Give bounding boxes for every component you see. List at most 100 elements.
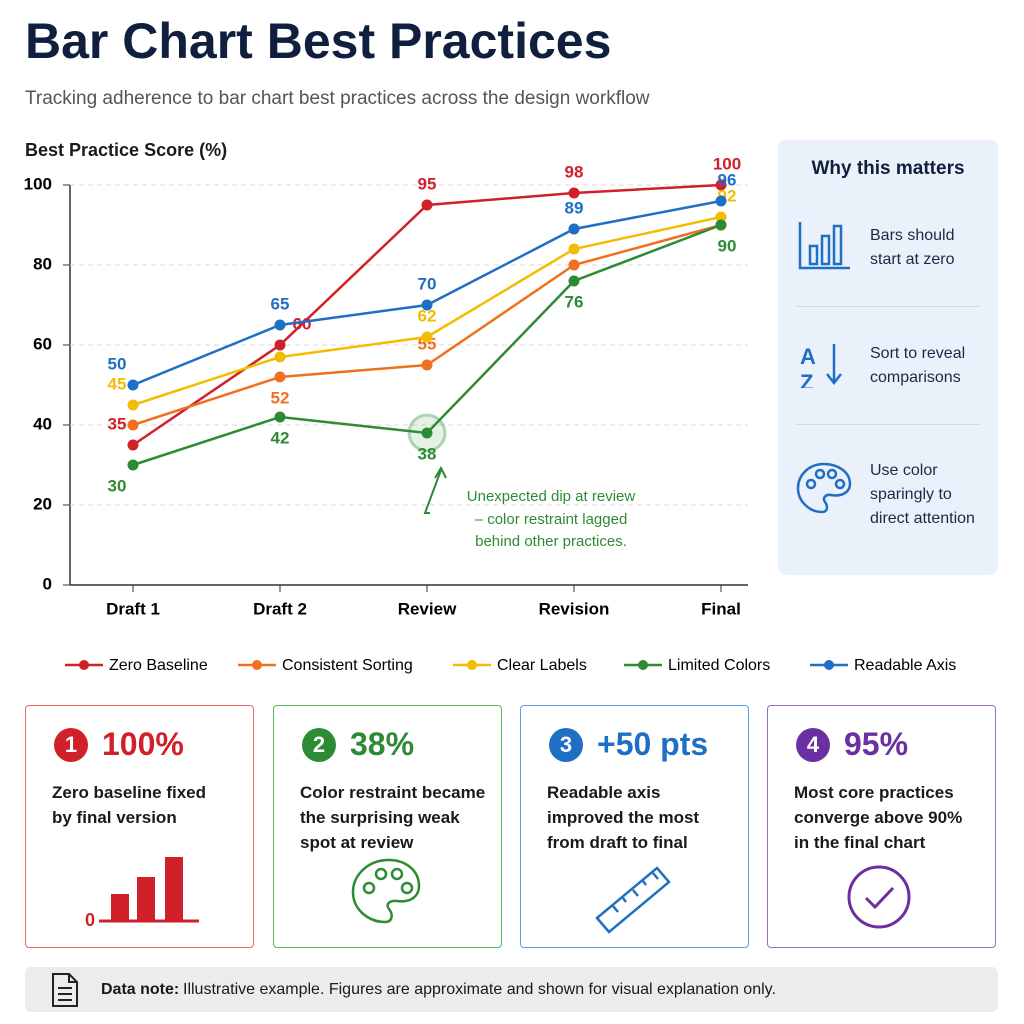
svg-text:Z: Z: [800, 370, 813, 388]
legend-label: Readable Axis: [854, 657, 956, 674]
footer-label: Data note:: [101, 981, 180, 998]
data-point: [421, 299, 433, 311]
data-point: [568, 259, 580, 271]
y-tick-label: 0: [43, 574, 52, 593]
data-label: 98: [565, 162, 584, 181]
panel-item: Sort to reveal comparisons: [870, 342, 965, 390]
data-point: [127, 399, 139, 411]
title: Bar Chart Best Practices: [25, 13, 611, 69]
panel-title: Why this matters: [811, 158, 965, 179]
data-point: [127, 439, 139, 451]
chart: Bar Chart Best Practices Tracking adhere…: [24, 13, 957, 674]
card: 2 38% Color restraint became the surprisi…: [273, 705, 502, 948]
check-icon: [847, 865, 911, 929]
data-point: [715, 179, 727, 191]
text: Readable axis: [547, 783, 661, 802]
data-label: 52: [271, 388, 290, 407]
text: Most core practices: [794, 783, 954, 802]
text: direct attention: [870, 510, 975, 527]
data-label: 30: [108, 476, 127, 495]
x-tick-label: Draft 2: [253, 599, 307, 618]
data-label: 65: [271, 294, 290, 313]
data-point: [127, 379, 139, 391]
text: by final version: [52, 808, 177, 827]
data-label: 50: [108, 354, 127, 373]
legend-label: Limited Colors: [668, 657, 770, 674]
palette-icon: [351, 858, 421, 924]
text: 4: [796, 728, 830, 762]
legend-marker: [824, 660, 834, 670]
data-label: 90: [718, 236, 737, 255]
text: 95%: [844, 726, 909, 762]
ruler-icon: [595, 866, 671, 934]
text: 100%: [102, 726, 184, 762]
data-label: 76: [565, 292, 584, 311]
text: from draft to final: [547, 833, 688, 852]
text: 0: [85, 910, 95, 930]
text: 3: [549, 728, 583, 762]
legend-label: Consistent Sorting: [282, 657, 413, 674]
data-label: 35: [108, 414, 127, 433]
data-point: [568, 187, 580, 199]
text: Use color: [870, 462, 938, 479]
data-label: 95: [418, 174, 437, 193]
subtitle: Tracking adherence to bar chart best pra…: [25, 88, 650, 109]
data-label: 96: [718, 170, 737, 189]
data-point: [421, 427, 433, 439]
text: Color restraint became: [300, 783, 486, 802]
data-point: [274, 411, 286, 423]
data-label: 60: [293, 314, 312, 333]
data-label: 100: [713, 154, 741, 173]
data-label: 42: [271, 428, 290, 447]
data-point: [715, 211, 727, 223]
data-point: [568, 275, 580, 287]
text: spot at review: [300, 833, 414, 852]
text: in the final chart: [794, 833, 926, 852]
x-tick-label: Draft 1: [106, 599, 160, 618]
legend-marker: [467, 660, 477, 670]
text: comparisons: [870, 369, 961, 386]
data-point: [274, 319, 286, 331]
data-point: [274, 339, 286, 351]
data-label: 38: [418, 444, 437, 463]
annotation-arrow: [423, 465, 447, 514]
legend-marker: [252, 660, 262, 670]
text: Zero baseline fixed: [52, 783, 206, 802]
data-point: [274, 351, 286, 363]
text: +50 pts: [597, 726, 709, 762]
data-label: 62: [418, 306, 437, 325]
legend-label: Zero Baseline: [109, 657, 208, 674]
card: 4 95% Most core practices converge above …: [767, 705, 996, 948]
text: sparingly to: [870, 486, 952, 503]
annotation: Unexpected dip at review: [467, 488, 636, 505]
data-point: [421, 359, 433, 371]
annotation: behind other practices.: [475, 533, 627, 550]
bar-icon: [798, 222, 850, 270]
palette-icon: [796, 462, 852, 514]
panel-item: Use color sparingly to direct attention: [870, 459, 975, 531]
text: 1: [54, 728, 88, 762]
text: improved the most: [547, 808, 700, 827]
legend-label: Clear Labels: [497, 657, 587, 674]
text: Bars should: [870, 227, 955, 244]
text: start at zero: [870, 251, 955, 268]
y-tick-label: 100: [24, 174, 52, 193]
data-point: [715, 195, 727, 207]
y-tick-label: 20: [33, 494, 52, 513]
x-tick-label: Revision: [539, 599, 610, 618]
text: Sort to reveal: [870, 345, 966, 362]
card: 1 100% Zero baseline fixed by final versi…: [25, 705, 254, 948]
legend-marker: [638, 660, 648, 670]
y-tick-label: 80: [33, 254, 52, 273]
data-point: [421, 331, 433, 343]
footer: Data note: Illustrative example. Figures…: [25, 967, 998, 1012]
data-point: [568, 243, 580, 255]
doc-icon: [52, 973, 78, 1007]
data-label: 89: [565, 198, 584, 217]
text: 2: [302, 728, 336, 762]
bars-icon: 0: [85, 857, 199, 930]
panel-item: Bars should start at zero: [870, 224, 955, 272]
data-label: 45: [108, 374, 127, 393]
y-tick-label: 40: [33, 414, 52, 433]
